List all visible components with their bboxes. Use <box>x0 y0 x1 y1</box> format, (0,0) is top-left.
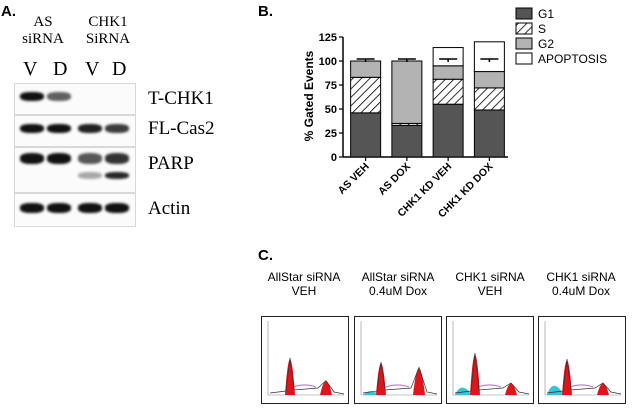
y-tick-label: 125 <box>319 32 337 44</box>
x-tick-label: AS VEH <box>336 161 372 197</box>
bar-segment-s <box>473 87 505 111</box>
bar-segment-g1 <box>473 109 505 158</box>
panel-b-letter: B. <box>258 3 273 20</box>
panel-a-letter: A. <box>1 3 16 20</box>
group1-line2: siRNA <box>22 31 64 47</box>
fc-title-line1: AllStar siRNA <box>267 270 341 284</box>
fc-title-line2: VEH <box>291 284 317 298</box>
apoptosis-region <box>547 385 563 395</box>
bar-segment-g1 <box>391 124 423 158</box>
legend-swatch <box>515 52 533 65</box>
blot-band-cleaved <box>105 172 129 179</box>
fc-title-line2: 0.4uM Dox <box>551 284 611 298</box>
histogram-outline <box>454 352 530 395</box>
blot-band-cleaved <box>78 172 102 179</box>
blot-band <box>78 124 102 133</box>
legend-label: S <box>538 22 546 36</box>
bar-segment-g1 <box>350 112 382 158</box>
blot-label-tchk1: T-CHK1 <box>148 88 214 109</box>
lane-label: V <box>85 58 100 80</box>
blot-band <box>78 153 102 164</box>
legend-swatch <box>515 37 533 50</box>
blot-band <box>105 203 129 213</box>
legend-swatch <box>515 7 533 20</box>
flow-histogram-1 <box>261 316 349 404</box>
y-tick-label: 0 <box>331 152 337 164</box>
bar-segment-g2 <box>473 71 505 89</box>
blot-band <box>20 203 44 213</box>
bar-segment-g1 <box>432 103 464 158</box>
blot-label-flcas2: FL-Cas2 <box>148 118 215 139</box>
bar-segment-apoptosis <box>432 47 464 67</box>
group1-header: AS siRNA <box>14 14 72 48</box>
group1-line1: AS <box>33 14 53 30</box>
blot-band <box>20 153 44 164</box>
histogram-outline <box>269 357 345 395</box>
y-tick-label: 50 <box>325 104 337 116</box>
lane-label: D <box>112 58 127 80</box>
stacked-bar-chart: % Gated Events 0 25 50 75 100 125 AS VEH AS DO… <box>302 7 607 221</box>
fc-title-4: CHK1 siRNA 0.4uM Dox <box>535 270 627 298</box>
histogram-outline <box>362 361 438 395</box>
blot-band <box>47 92 71 101</box>
bar-segment-g2 <box>432 65 464 80</box>
g2-peak <box>320 381 332 395</box>
blot-label-parp: PARP <box>148 153 194 174</box>
bar-segment-apoptosis <box>473 41 505 73</box>
legend-label: G2 <box>538 37 554 51</box>
blot-band <box>78 203 102 213</box>
chart-bars <box>350 41 505 161</box>
lane-label: V <box>23 58 38 80</box>
blot-band <box>47 124 71 133</box>
x-tick-label: AS DOX <box>376 161 413 198</box>
group2-header: CHK1 SiRNA <box>78 14 138 48</box>
fc-title-line2: VEH <box>477 284 503 298</box>
fc-title-2: AllStar siRNA 0.4uM Dox <box>352 270 444 298</box>
bar-segment-g2 <box>350 60 382 78</box>
g1-peak <box>376 363 386 395</box>
histogram-outline <box>546 358 622 395</box>
y-tick-label: 100 <box>319 56 337 68</box>
group2-line1: CHK1 <box>88 14 128 30</box>
panel-c-letter: C. <box>258 247 273 264</box>
y-axis-label: % Gated Events <box>302 50 316 141</box>
blot-band <box>105 153 129 164</box>
bar-segment-g2 <box>391 60 423 124</box>
fc-title-1: AllStar siRNA VEH <box>258 270 350 298</box>
flow-histogram-4 <box>538 316 626 404</box>
blot-band <box>105 124 129 133</box>
blot-label-actin: Actin <box>148 198 191 219</box>
apoptosis-region <box>455 387 471 395</box>
fc-title-line1: CHK1 siRNA <box>546 270 616 284</box>
y-tick-label: 75 <box>325 80 337 92</box>
legend-swatch <box>515 22 533 35</box>
y-tick-label: 25 <box>325 128 337 140</box>
flow-histogram-3 <box>446 316 534 404</box>
g1-peak <box>562 360 572 395</box>
fc-title-line1: AllStar siRNA <box>361 270 435 284</box>
legend-label: APOPTOSIS <box>538 52 607 66</box>
blot-band <box>47 203 71 213</box>
bar-segment-s <box>432 78 464 105</box>
lane-label: D <box>53 58 68 80</box>
g1-peak <box>285 359 295 395</box>
flow-histogram-2 <box>354 316 442 404</box>
fc-title-line2: 0.4uM Dox <box>368 284 428 298</box>
blot-band <box>20 124 44 133</box>
fc-title-3: CHK1 siRNA VEH <box>444 270 536 298</box>
group2-line2: SiRNA <box>85 31 131 47</box>
blot-band <box>47 153 71 164</box>
g1-peak <box>470 354 480 395</box>
fc-title-line1: CHK1 siRNA <box>455 270 525 284</box>
g2-peak <box>413 368 425 395</box>
legend-label: G1 <box>538 7 554 21</box>
blot-band <box>20 92 44 101</box>
bar-segment-s <box>350 76 382 114</box>
